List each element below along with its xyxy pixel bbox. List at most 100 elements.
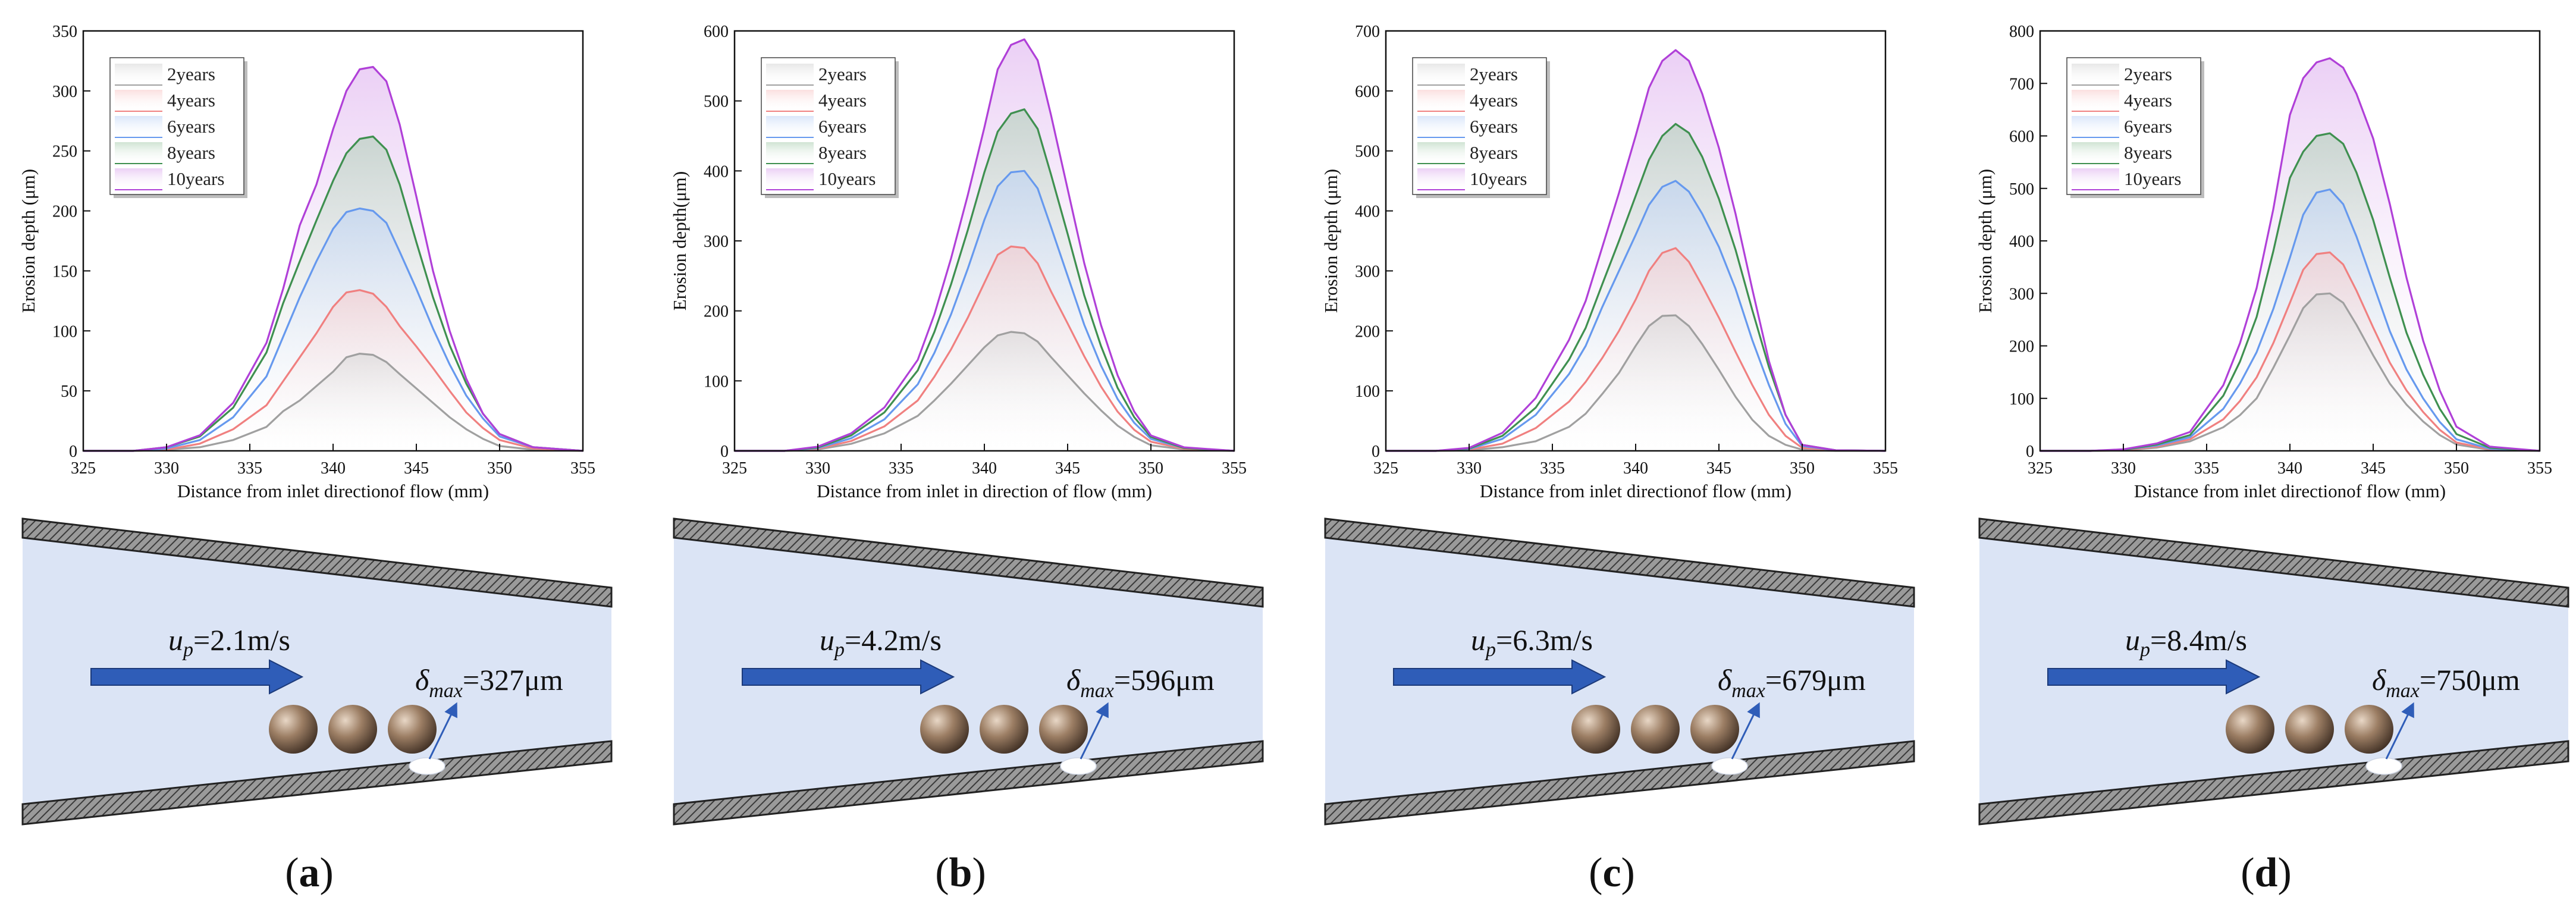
y-tick-label: 0 [1372,443,1380,461]
velocity-subscript: p [2139,639,2150,661]
particle [2285,705,2334,754]
particle [328,705,377,754]
line-6years [735,170,1235,452]
depth-value: =750μm [2420,663,2520,696]
y-tick-label: 300 [2009,285,2034,303]
particle [1631,705,1680,754]
fluid-region [674,538,1263,804]
depth-symbol: δ [415,663,429,696]
y-tick-label: 100 [2009,390,2034,409]
panel-label-2: (b) [935,850,986,896]
x-tick-label: 340 [321,459,346,478]
panel-label-letter: c [1602,850,1621,896]
x-tick-label: 355 [2527,459,2552,478]
fluid-region [23,538,611,804]
legend-swatch-10years [2072,168,2119,190]
y-tick-label: 600 [2009,128,2034,146]
y-tick-label: 400 [1355,203,1380,221]
schematic-2: up=4.2m/s δmax=596μm [673,517,1264,826]
depth-label: δmax=596μm [1066,663,1215,702]
legend-label-6years: 6years [2124,116,2172,137]
x-axis-title: Distance from inlet directionof flow (mm… [2134,481,2446,501]
line-2years [83,352,583,452]
depth-label: δmax=679μm [1718,663,1866,702]
particle [2226,705,2274,754]
line-10years [735,38,1235,452]
y-tick-label: 500 [1355,143,1380,161]
x-tick-label: 345 [2361,459,2386,478]
particle [269,705,318,754]
legend-swatch-8years [2072,142,2119,164]
y-tick-label: 350 [52,23,77,41]
y-tick-label: 300 [52,83,77,101]
depth-pointer-arrow [1731,702,1760,760]
x-tick-label: 340 [972,459,997,478]
legend-swatch-2years [2072,64,2119,85]
legend-swatch-4years [115,90,162,111]
velocity-symbol: u [2125,623,2140,657]
legend-swatch-8years [1417,142,1465,164]
depth-subscript: max [1080,680,1114,702]
schematic-1: up=2.1m/s δmax=327μm [21,517,613,826]
erosion-pit [409,757,445,775]
area-2years [1386,315,1885,451]
y-tick-label: 800 [2009,23,2034,41]
line-4years [2040,251,2540,452]
velocity-value: =4.2m/s [845,623,942,657]
x-tick-label: 355 [1222,459,1247,478]
line-8years [83,135,583,452]
legend-swatch-2years [115,64,162,85]
depth-pointer-arrow [428,702,457,760]
y-tick-label: 200 [1355,322,1380,341]
panel-label-close: ) [1621,850,1635,896]
legend-label-4years: 4years [818,90,867,111]
line-8years [1386,123,1886,452]
legend-label-4years: 4years [1470,90,1518,111]
line-4years [1386,247,1886,452]
x-tick-label: 335 [237,459,262,478]
legend-label-4years: 4years [2124,90,2172,111]
particle [1039,705,1088,754]
velocity-symbol: u [168,623,183,657]
legend-swatch-8years [115,142,162,164]
velocity-label: up=2.1m/s [168,623,290,661]
schematic-4: up=8.4m/s δmax=750μm [1978,517,2569,826]
particle [388,705,437,754]
velocity-label: up=6.3m/s [1471,623,1593,661]
y-tick-label: 300 [704,233,729,251]
panel-label-close: ) [972,850,986,896]
line-6years [1386,180,1886,452]
legend-label-10years: 10years [2124,168,2181,189]
depth-symbol: δ [1066,663,1081,696]
x-tick-label: 325 [722,459,747,478]
x-tick-label: 325 [1373,459,1398,478]
legend-label-2years: 2years [167,64,215,84]
x-tick-label: 340 [1623,459,1648,478]
top-wall [673,517,1264,608]
depth-value: =679μm [1765,663,1866,696]
x-tick-label: 325 [71,459,96,478]
legend-swatch-6years [115,116,162,137]
x-tick-label: 335 [889,459,914,478]
x-tick-label: 330 [1457,459,1482,478]
line-2years [2040,292,2540,452]
panel-label-open: ( [935,850,949,896]
erosion-pit [1060,757,1097,775]
particle [1690,705,1739,754]
velocity-subscript: p [833,639,845,661]
line-2years [1386,314,1885,452]
y-tick-label: 700 [2009,75,2034,93]
y-tick-label: 0 [2026,443,2034,461]
schematic-3: up=6.3m/s δmax=679μm [1324,517,1915,826]
flow-arrow [90,659,304,695]
y-tick-label: 100 [52,322,77,341]
particle [1571,705,1620,754]
y-tick-label: 600 [1355,83,1380,101]
legend-label-8years: 8years [2124,142,2172,163]
line-10years [83,65,583,452]
legend-swatch-4years [766,90,814,111]
line-8years [735,108,1235,452]
flow-arrow [2047,659,2261,695]
y-tick-label: 700 [1355,23,1380,41]
velocity-subscript: p [1485,639,1496,661]
